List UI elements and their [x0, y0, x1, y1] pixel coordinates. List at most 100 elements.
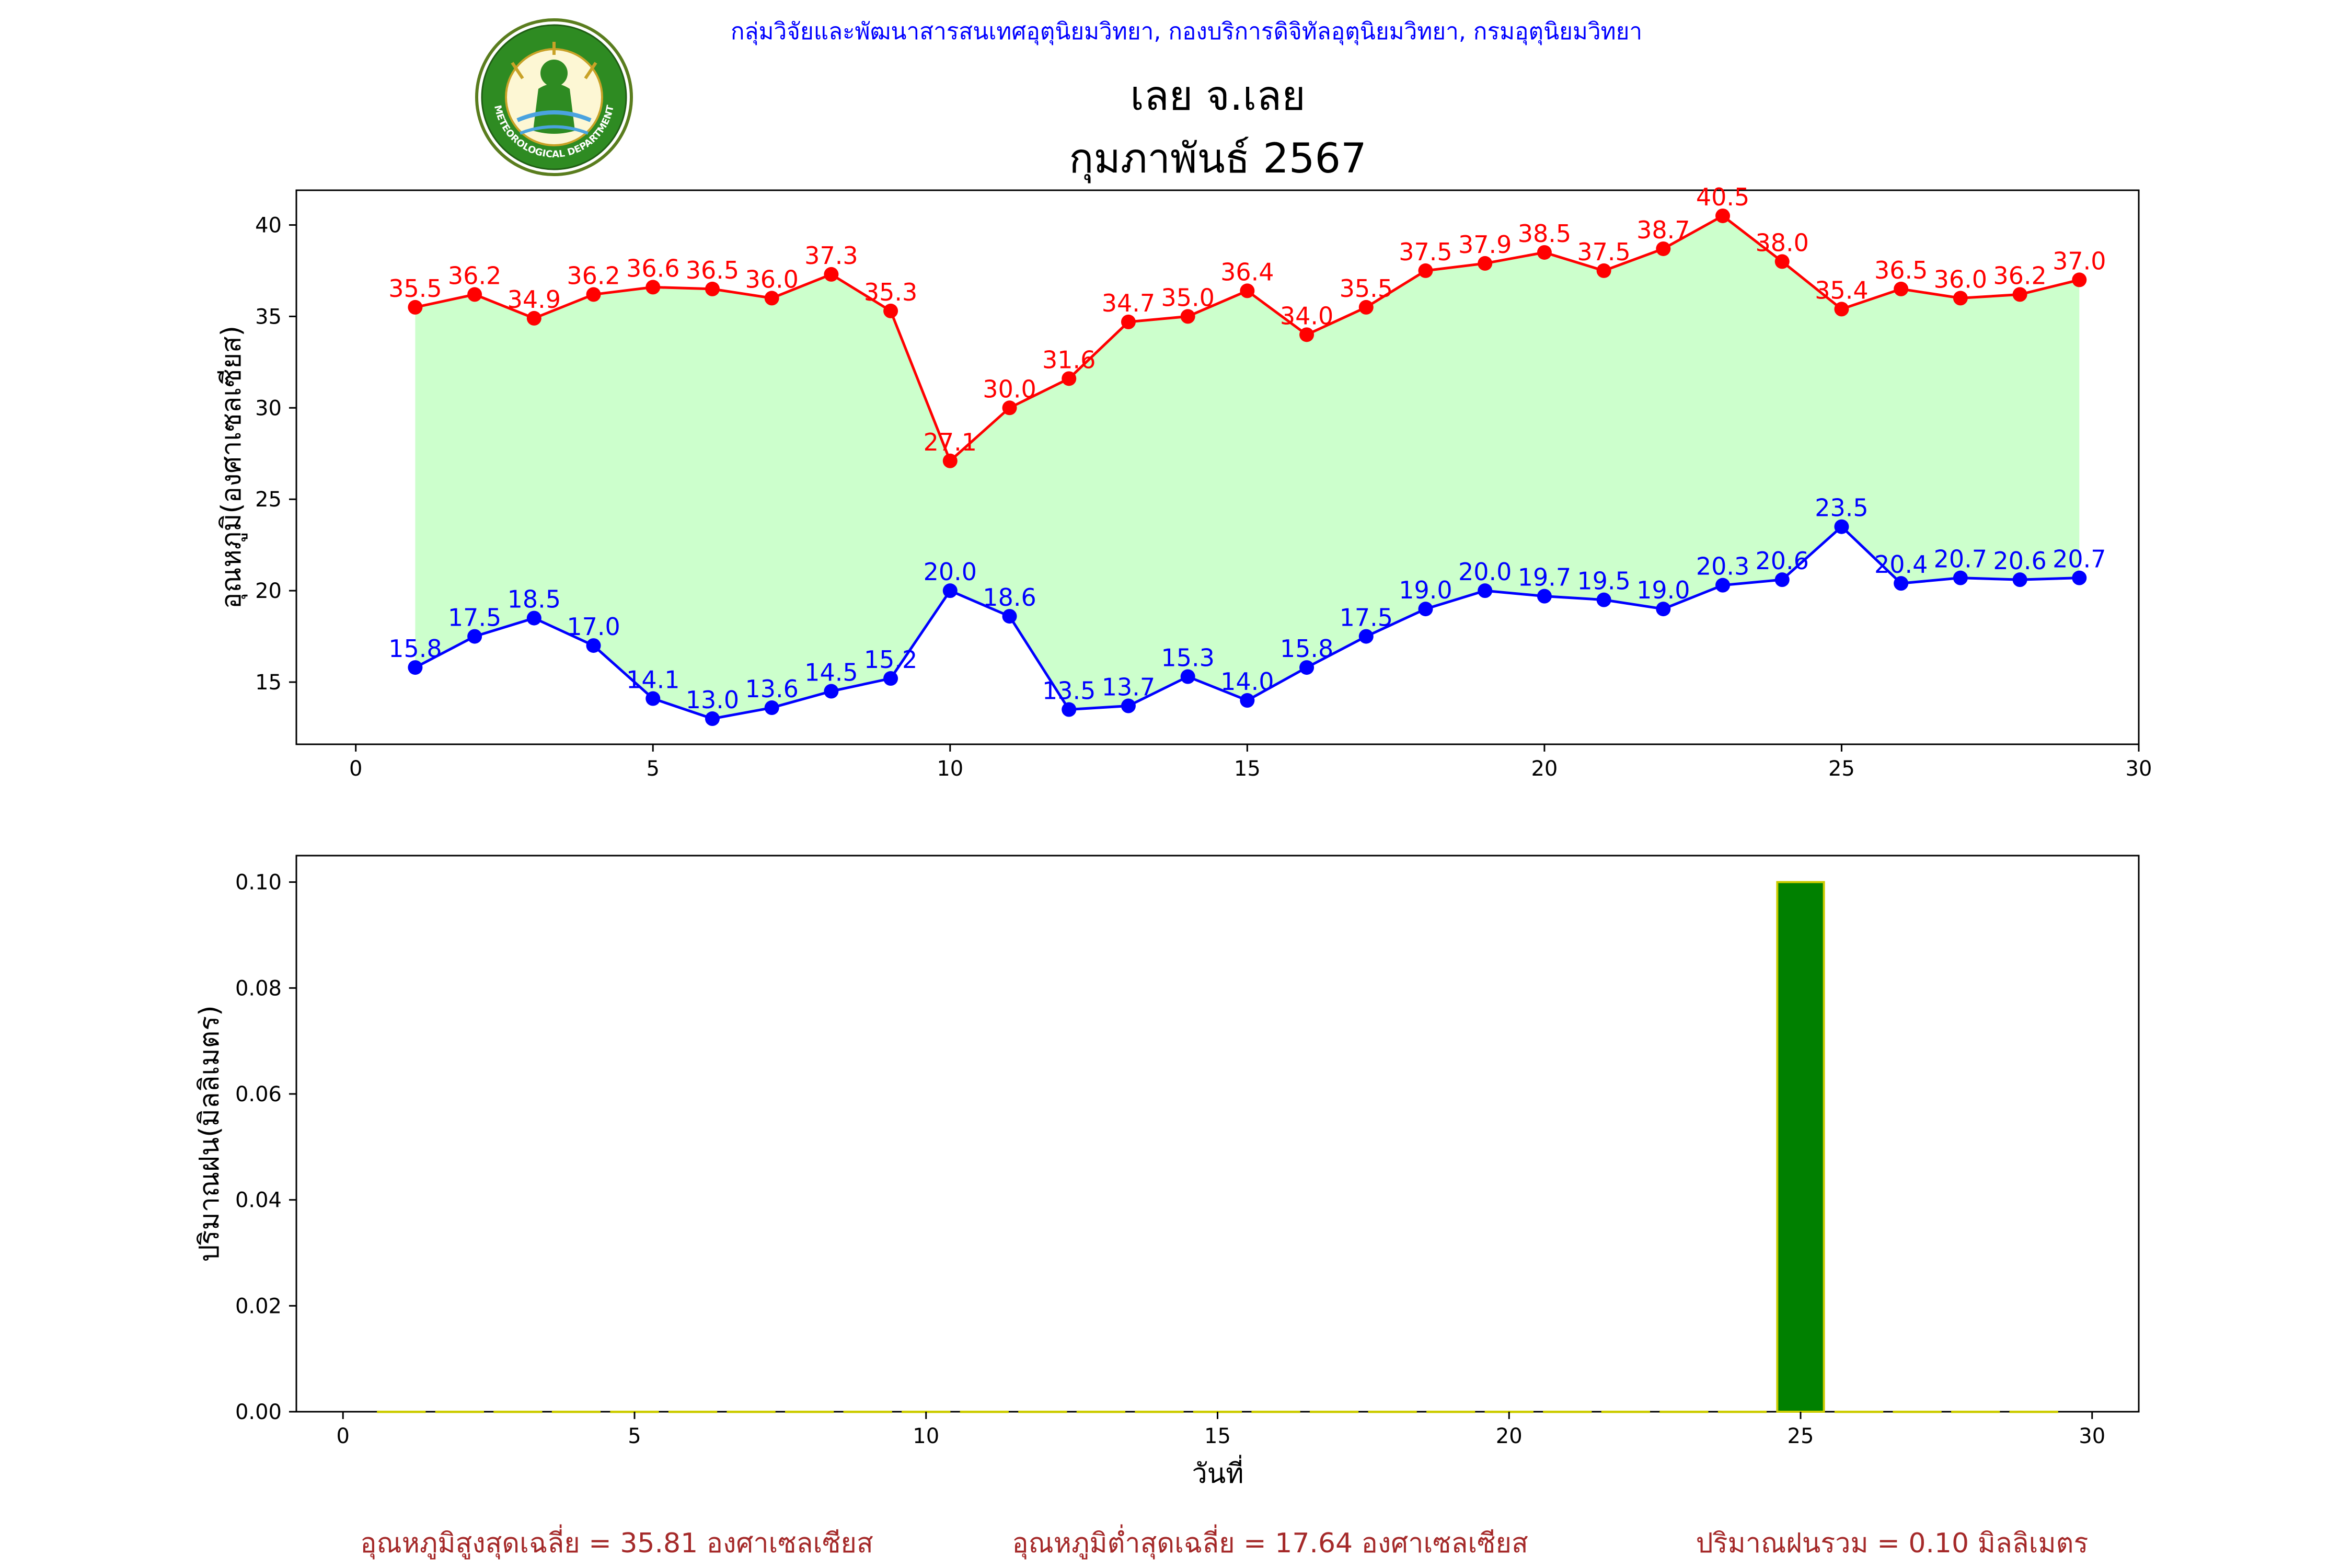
max-temperature-data-label: 37.0 — [2053, 247, 2106, 275]
temperature-y-tick-label: 35 — [255, 305, 282, 329]
max-temperature-point — [2012, 287, 2027, 302]
temperature-points — [408, 208, 2087, 727]
max-temperature-data-label: 34.9 — [508, 285, 561, 314]
rainfall-x-tick-label: 5 — [628, 1424, 641, 1448]
min-temperature-data-label: 20.0 — [1458, 558, 1512, 586]
min-temperature-data-label: 13.6 — [745, 675, 798, 703]
max-temperature-data-label: 37.3 — [804, 241, 858, 270]
min-temperature-point — [1656, 602, 1671, 617]
min-temperature-point — [1894, 576, 1909, 591]
rainfall-x-tick-label: 0 — [337, 1424, 350, 1448]
min-temperature-data-label: 15.3 — [1161, 644, 1214, 672]
max-temperature-data-label: 36.0 — [1934, 265, 1987, 293]
max-temperature-data-label: 37.5 — [1577, 238, 1630, 266]
max-temperature-data-label: 35.4 — [1815, 276, 1868, 304]
min-temperature-point — [1537, 589, 1552, 604]
max-temperature-point — [1002, 400, 1017, 416]
max-temperature-point — [526, 310, 541, 326]
max-temperature-data-label: 38.0 — [1756, 228, 1809, 257]
min-temperature-data-label: 20.6 — [1993, 547, 2046, 575]
min-temperature-data-label: 19.0 — [1399, 576, 1452, 604]
min-temperature-data-label: 14.0 — [1220, 667, 1274, 696]
summary-avg-max: อุณหภูมิสูงสุดเฉลี่ย = 35.81 องศาเซลเซีย… — [360, 1524, 873, 1560]
rainfall-bar — [1776, 881, 1825, 1413]
max-temperature-data-label: 34.7 — [1102, 289, 1155, 317]
chart-subtitle: กุมภาพันธ์ 2567 — [1069, 135, 1367, 183]
max-temperature-point — [1894, 281, 1909, 296]
rainfall-y-tick-label: 0.10 — [235, 871, 282, 895]
max-temperature-data-label: 36.2 — [1993, 261, 2046, 290]
chart-title: เลย จ.เลย — [1130, 73, 1306, 120]
max-temperature-point — [1656, 241, 1671, 256]
temperature-x-tick-label: 20 — [1531, 757, 1558, 781]
min-temperature-data-label: 13.0 — [686, 686, 739, 714]
min-temperature-data-label: 20.7 — [1934, 545, 1987, 573]
organization-line: กลุ่มวิจัยและพัฒนาสารสนเทศอุตุนิยมวิทยา,… — [731, 18, 1642, 45]
max-temperature-point — [1834, 302, 1849, 317]
max-temperature-data-label: 38.5 — [1518, 220, 1571, 248]
min-temperature-data-label: 13.7 — [1102, 673, 1155, 701]
min-temperature-point — [942, 583, 958, 598]
max-temperature-data-label: 36.5 — [686, 256, 739, 284]
min-temperature-point — [824, 684, 839, 699]
min-temperature-data-label: 13.5 — [1042, 677, 1096, 705]
min-temperature-point — [645, 691, 661, 706]
min-temperature-point — [467, 629, 482, 644]
max-temperature-point — [824, 267, 839, 282]
summary-rain-total: ปริมาณฝนรวม = 0.10 มิลลิเมตร — [1696, 1528, 2089, 1559]
max-temperature-data-label: 36.2 — [448, 261, 501, 290]
rainfall-x-tick-label: 15 — [1204, 1424, 1231, 1448]
rainfall-y-tick-label: 0.06 — [235, 1082, 282, 1106]
min-temperature-data-label: 17.5 — [1340, 604, 1393, 632]
max-temperature-point — [1180, 309, 1195, 324]
min-temperature-point — [1953, 570, 1968, 585]
temperature-axis-ticks: 0 5 10 15 20 25 30 15 20 25 30 35 40 — [255, 213, 2152, 781]
max-temperature-point — [1774, 254, 1790, 269]
summary-avg-min: อุณหภูมิต่ำสุดเฉลี่ย = 17.64 องศาเซลเซีย… — [1012, 1524, 1528, 1560]
min-temperature-data-label: 15.8 — [1280, 635, 1333, 663]
min-temperature-point — [1358, 629, 1374, 644]
min-temperature-point — [1715, 578, 1731, 593]
max-temperature-point — [467, 287, 482, 302]
max-temperature-data-label: 35.5 — [388, 274, 442, 303]
max-temperature-point — [1953, 291, 1968, 306]
min-temperature-point — [1478, 583, 1493, 598]
temperature-y-tick-label: 15 — [255, 671, 282, 695]
max-temperature-point — [1478, 256, 1493, 271]
max-temperature-point — [1715, 208, 1731, 223]
temperature-x-tick-label: 10 — [937, 757, 963, 781]
min-temperature-point — [1180, 669, 1195, 684]
max-temperature-point — [1240, 283, 1255, 298]
rainfall-y-tick-label: 0.02 — [235, 1294, 282, 1318]
min-temperature-data-label: 20.3 — [1696, 552, 1749, 581]
min-temperature-point — [1418, 602, 1433, 617]
max-temperature-point — [1418, 263, 1433, 278]
min-temperature-point — [408, 660, 423, 675]
max-temperature-data-label: 37.5 — [1399, 238, 1452, 266]
max-temperature-data-label: 34.0 — [1280, 302, 1333, 330]
min-temperature-point — [1121, 698, 1136, 713]
min-temperature-point — [2012, 572, 2027, 587]
min-temperature-data-label: 19.5 — [1577, 567, 1630, 595]
max-temperature-data-label: 36.0 — [745, 265, 798, 293]
min-temperature-point — [705, 711, 720, 727]
temperature-range-fill — [415, 215, 2080, 719]
min-temperature-point — [1774, 572, 1790, 587]
rainfall-chart: 0 5 10 15 20 25 30 0.00 0.02 0.04 0.06 0.08 0.10 ปริ… — [194, 855, 2140, 1490]
temperature-y-tick-label: 40 — [255, 213, 282, 237]
temperature-x-tick-label: 30 — [2126, 757, 2152, 781]
min-temperature-data-label: 17.5 — [448, 604, 501, 632]
max-temperature-data-label: 36.4 — [1220, 258, 1274, 286]
min-temperature-data-label: 20.6 — [1756, 547, 1809, 575]
max-temperature-point — [1062, 371, 1077, 386]
rainfall-y-tick-label: 0.04 — [235, 1189, 282, 1213]
max-temperature-data-label: 38.7 — [1636, 216, 1690, 244]
temperature-y-tick-label: 25 — [255, 488, 282, 512]
max-temperature-point — [645, 280, 661, 295]
min-temperature-point — [586, 638, 601, 653]
rainfall-plot-area — [295, 855, 2140, 1413]
min-temperature-point — [1834, 519, 1849, 534]
max-temperature-point — [1299, 327, 1315, 342]
min-temperature-data-label: 15.8 — [388, 635, 442, 663]
max-temperature-data-label: 35.5 — [1340, 274, 1393, 303]
